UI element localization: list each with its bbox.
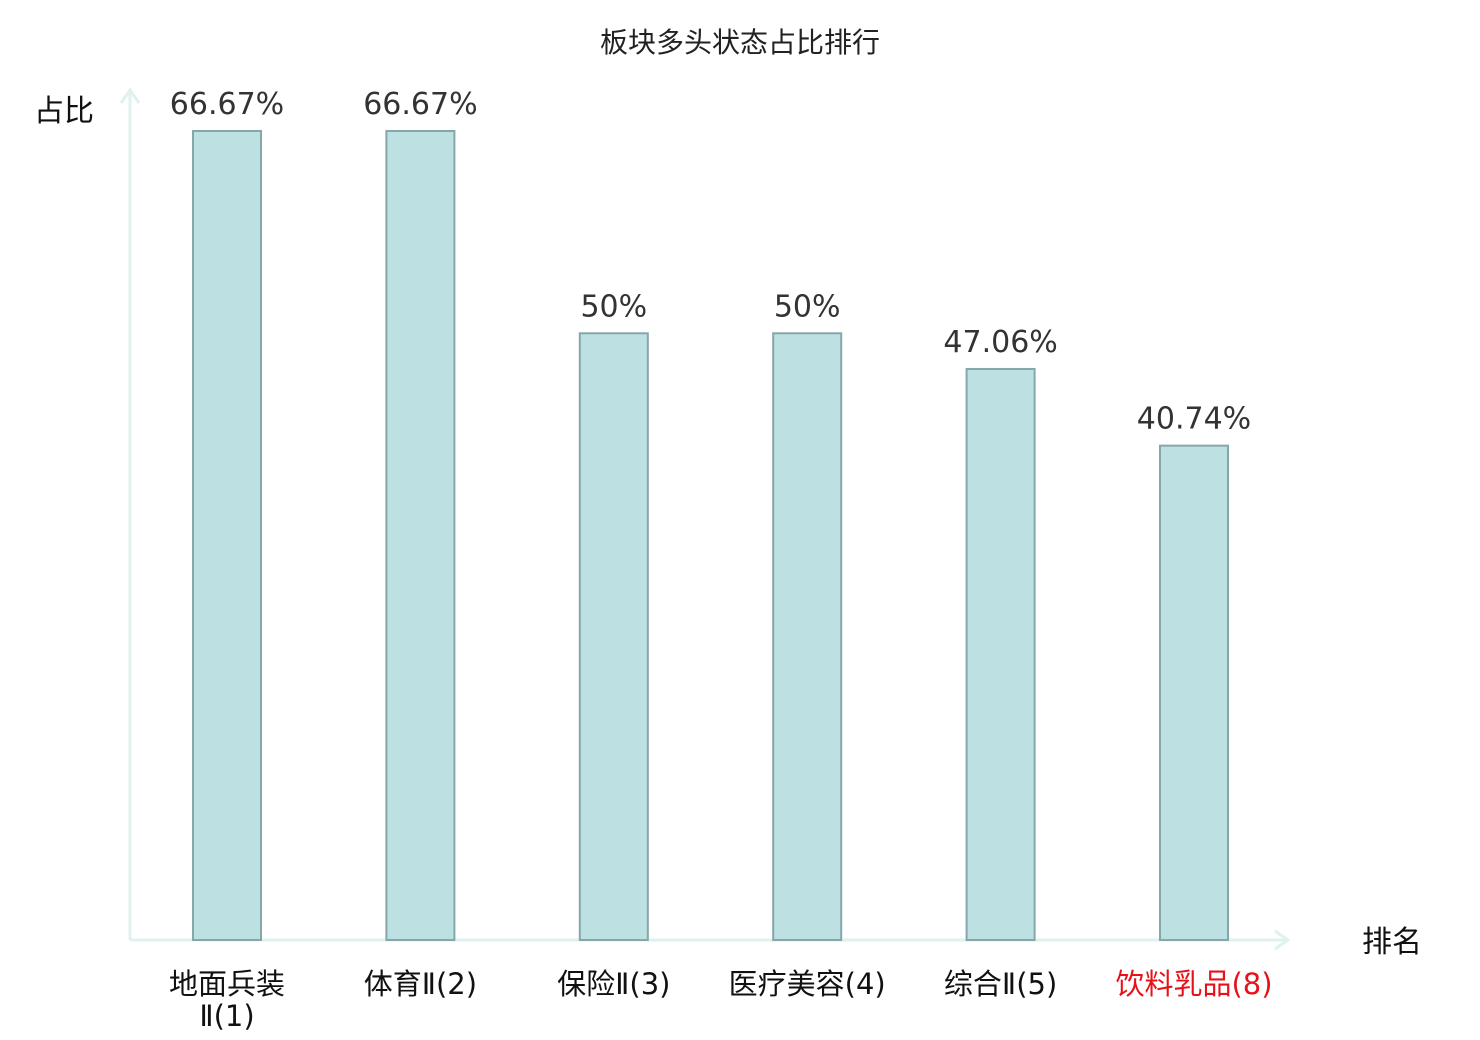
x-tick-suffix: Ⅱ(2) [422,967,477,1001]
y-axis-arrow-icon [119,87,141,104]
bar [1159,444,1229,941]
value-labels: 66.67% 66.67% 50% 50% 47.06% 40.74% [170,87,1251,437]
bar-value-label: 40.74% [1137,402,1251,437]
x-tick-name: 综合 [944,967,1002,1001]
x-tick-suffix: Ⅱ(3) [615,967,670,1001]
x-tick-label: 地面兵装 Ⅱ(1) [169,967,285,1033]
x-tick-label: 饮料乳品(8) [1115,967,1272,1001]
x-tick-label: 医疗美容(4) [729,967,886,1001]
x-tick-name: 保险 [557,967,615,1001]
x-tick-label: 体育Ⅱ(2) [364,967,477,1001]
bar-value-label: 66.67% [363,87,477,122]
bar [578,332,649,941]
bar [385,130,456,941]
bar [192,130,262,941]
x-tick-suffix: (8) [1231,967,1272,1001]
chart-title: 板块多头状态占比排行 [600,26,880,59]
bar-value-label: 50% [774,289,841,324]
bar-value-label: 50% [580,289,647,324]
x-axis-arrow-icon [1274,929,1291,951]
x-tick-suffix: Ⅱ(1) [199,999,254,1033]
x-tick-label: 综合Ⅱ(5) [944,967,1057,1001]
x-tick-name: 地面兵装 [169,967,285,1001]
bar [965,367,1036,941]
x-axis-label: 排名 [1362,925,1422,960]
x-tick-name: 医疗美容 [729,967,845,1001]
bar-series [192,130,1229,941]
bar-value-label: 47.06% [943,325,1057,360]
chart-axes [119,87,1291,951]
x-tick-suffix: (4) [845,967,886,1001]
bar-value-label: 66.67% [170,87,284,122]
x-tick-suffix: Ⅱ(5) [1002,967,1057,1001]
y-axis-label: 占比 [34,94,94,129]
x-tick-labels: 地面兵装 Ⅱ(1) 体育Ⅱ(2) 保险Ⅱ(3) 医疗美容(4) 综合Ⅱ(5) 饮料乳品(8) [169,967,1273,1033]
x-tick-name: 体育 [364,967,422,1001]
x-tick-label: 保险Ⅱ(3) [557,967,670,1001]
x-tick-name: 饮料乳品 [1115,967,1231,1001]
bar [772,332,843,941]
